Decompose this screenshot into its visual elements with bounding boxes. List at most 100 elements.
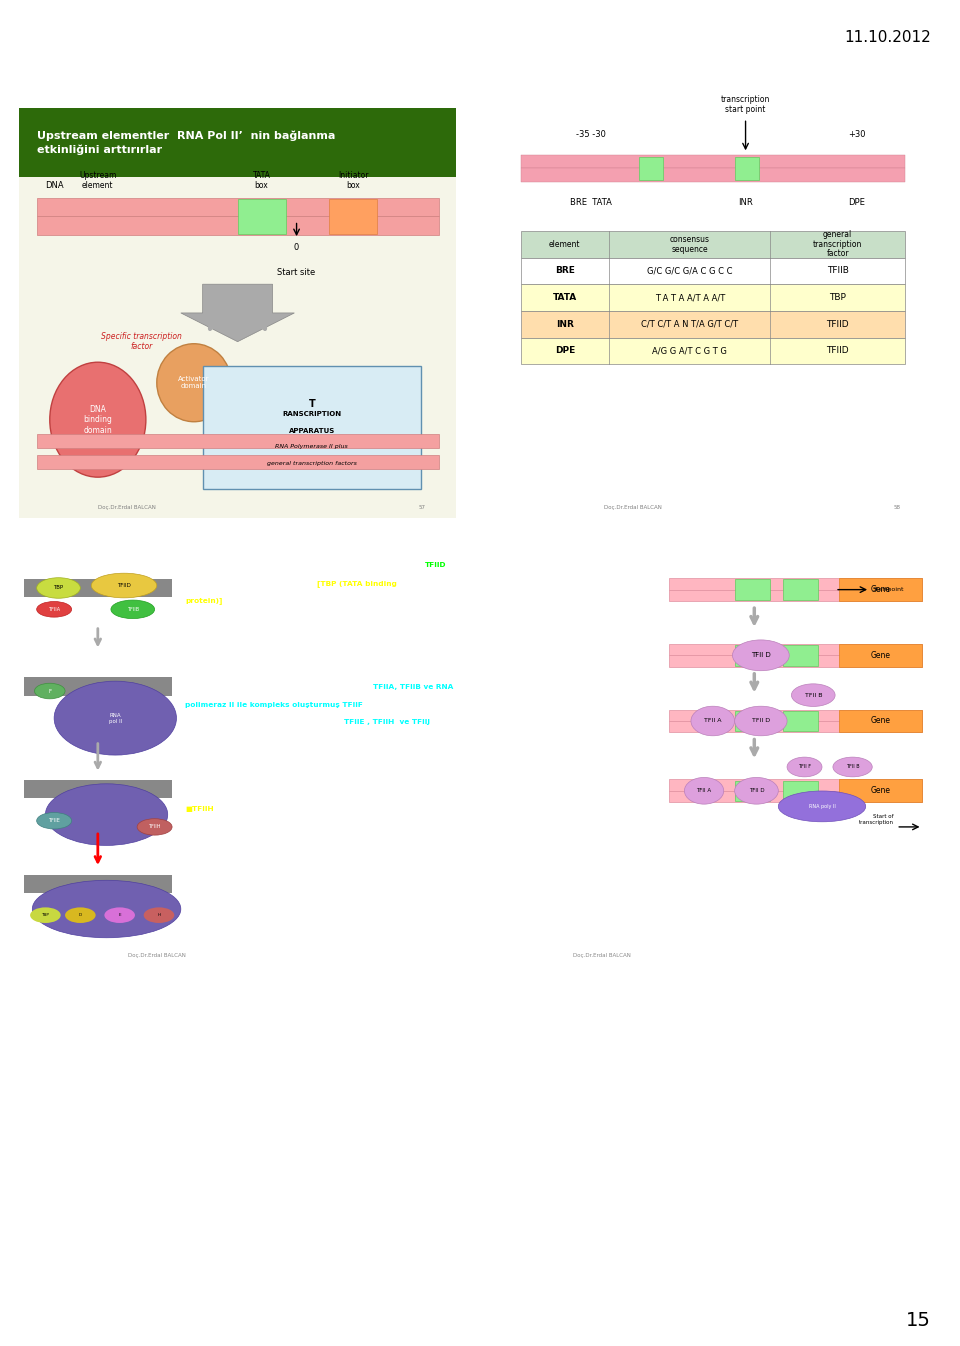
Bar: [19, 178, 456, 518]
Text: TBP: TBP: [54, 586, 63, 591]
Bar: [669, 721, 923, 732]
Ellipse shape: [791, 684, 835, 707]
Ellipse shape: [33, 880, 180, 938]
Ellipse shape: [156, 343, 231, 421]
Bar: [839, 643, 923, 666]
Text: yapısındaki TBP: yapısındaki TBP: [503, 587, 574, 595]
Text: F: F: [48, 689, 51, 693]
Text: Start of
transcription: Start of transcription: [859, 814, 894, 825]
Bar: [24, 883, 172, 892]
Text: transkripsiyon faktörlerinin  ve polimerazın bu bölgeye: transkripsiyon faktörlerinin ve polimera…: [185, 649, 388, 656]
Text: TATA
box: TATA box: [745, 549, 759, 560]
Bar: [520, 232, 905, 257]
Text: gelmesine neden olur.: gelmesine neden olur.: [185, 666, 267, 673]
Bar: [24, 579, 172, 588]
Text: T A T A A/T A A/T: T A T A A/T A A/T: [655, 293, 725, 302]
Text: Doç.Dr.Erdal BALCAN: Doç.Dr.Erdal BALCAN: [573, 953, 631, 958]
Bar: [19, 108, 456, 178]
Text: ■ Bu kompleks en az 40 polipeptid içerir ve: ■ Bu kompleks en az 40 polipeptid içerir…: [185, 754, 348, 760]
Bar: [734, 781, 770, 801]
Text: E: E: [118, 913, 121, 917]
Text: INR: INR: [556, 320, 574, 328]
Text: bağlanır.: bağlanır.: [185, 736, 217, 743]
Text: transkripsiyon: transkripsiyon: [503, 830, 567, 839]
Text: Initiator
box: Initiator box: [788, 549, 812, 560]
Text: Bu noktada,: Bu noktada,: [503, 786, 558, 795]
Bar: [839, 779, 923, 802]
Text: TFIIA, TFIIB ve RNA: TFIIA, TFIIB ve RNA: [373, 684, 453, 690]
Text: protein)]: protein)]: [185, 598, 223, 604]
Text: bağlanır.: bağlanır.: [503, 763, 542, 773]
Text: TFII B: TFII B: [804, 693, 822, 697]
Text: BRE  TATA: BRE TATA: [569, 198, 612, 207]
Ellipse shape: [137, 818, 172, 835]
Text: bölgeden: bölgeden: [503, 896, 545, 906]
Bar: [36, 455, 439, 468]
Text: INR: INR: [738, 198, 753, 207]
Text: promotor: promotor: [503, 875, 545, 883]
Text: Activator
domain: Activator domain: [179, 377, 209, 389]
Bar: [669, 709, 923, 721]
Text: yerden kalkarlar çünkü fosforilasyonla pol biçim değişikliği: yerden kalkarlar çünkü fosforilasyonla p…: [185, 876, 401, 883]
Text: 15: 15: [906, 1311, 931, 1330]
Text: TFII A: TFII A: [697, 789, 711, 793]
Bar: [329, 199, 377, 234]
Text: Doç.Dr.Erdal BALCAN: Doç.Dr.Erdal BALCAN: [98, 505, 156, 510]
Ellipse shape: [111, 600, 155, 619]
Text: transkripsiyonun başlama noktasından ayırır.: transkripsiyonun başlama noktasından ayı…: [185, 824, 351, 830]
Text: 0: 0: [294, 244, 300, 252]
Text: 11.10.2012: 11.10.2012: [845, 30, 931, 44]
Text: -35 -30: -35 -30: [576, 129, 606, 139]
Ellipse shape: [65, 907, 96, 923]
Text: [TBP (TATA binding: [TBP (TATA binding: [317, 580, 397, 587]
Bar: [36, 433, 439, 448]
Text: 58: 58: [894, 505, 900, 510]
Ellipse shape: [833, 756, 873, 777]
Text: Doç.Dr.Erdal BALCAN: Doç.Dr.Erdal BALCAN: [129, 953, 186, 958]
Bar: [734, 711, 770, 731]
Text: Upstream
element: Upstream element: [79, 171, 116, 190]
Text: general
transcription
factor: general transcription factor: [813, 230, 862, 258]
Text: DPE: DPE: [849, 198, 865, 207]
Text: 1.  TFIID’ nin: 1. TFIID’ nin: [503, 564, 560, 573]
Ellipse shape: [36, 602, 72, 616]
Text: A/G G A/T C G T G: A/G G A/T C G T G: [652, 346, 727, 355]
Text: ■ Transkripsiyonun başlamasındaki ilk olay TFIID protein: ■ Transkripsiyonun başlamasındaki ilk ol…: [185, 563, 396, 568]
Text: Gene: Gene: [871, 651, 891, 660]
Ellipse shape: [691, 707, 734, 736]
Bar: [36, 198, 439, 217]
Bar: [520, 168, 905, 182]
Text: DNA: DNA: [45, 180, 64, 190]
Ellipse shape: [35, 684, 65, 699]
Text: DPE: DPE: [555, 346, 575, 355]
Bar: [24, 588, 172, 598]
Bar: [669, 579, 923, 590]
Text: C/T C/T A N T/A G/T C/T: C/T C/T A N T/A G/T C/T: [641, 320, 738, 328]
Text: polimeraz II ile kompleks oluşturmuş TFIIF şeklinde: polimeraz II ile kompleks oluşturmuş TFI…: [185, 701, 372, 708]
Text: RNA Polymerase II plus: RNA Polymerase II plus: [276, 444, 348, 450]
Text: TFII B: TFII B: [846, 765, 859, 770]
Text: RNA
pol II: RNA pol II: [108, 713, 122, 724]
Text: TFIID: TFIID: [424, 563, 446, 568]
Text: DNA
binding
domain: DNA binding domain: [84, 405, 112, 435]
Text: TFIIE , TFIIH  ve TFIIJ: TFIIE , TFIIH ve TFIIJ: [345, 719, 430, 725]
Text: fosforilasyonla bazı TF’leri polimeraz üzerinde oturdukları: fosforilasyonla bazı TF’leri polimeraz ü…: [185, 859, 398, 864]
Text: Upstream elementler  RNA Pol II’  nin bağlanma
etkinliğini arttırırlar: Upstream elementler RNA Pol II’ nin bağl…: [36, 131, 335, 155]
Text: TRANSkrİPSİYON BAŞLAMA  KOMPLEKSİ olarak: TRANSkrİPSİYON BAŞLAMA KOMPLEKSİ olarak: [185, 771, 355, 779]
Text: RNA pol senteze başlar.: RNA pol senteze başlar.: [185, 911, 273, 917]
Text: Specific transcription
factor: Specific transcription factor: [101, 332, 182, 351]
Text: ayrılamaz.: ayrılamaz.: [503, 919, 550, 927]
Bar: [839, 709, 923, 732]
Text: TFIIF: TFIIF: [43, 666, 56, 670]
Ellipse shape: [105, 907, 135, 923]
Text: general transcription factors: general transcription factors: [267, 460, 357, 466]
Text: TATA
box: TATA box: [252, 171, 271, 190]
Text: TFII D: TFII D: [751, 653, 771, 658]
Text: TFII D: TFII D: [752, 719, 770, 724]
Text: Doç.Dr.Erdal BALCAN: Doç.Dr.Erdal BALCAN: [604, 505, 661, 510]
Bar: [520, 155, 905, 168]
Bar: [782, 579, 818, 600]
Ellipse shape: [734, 778, 779, 804]
Text: Gene: Gene: [871, 716, 891, 725]
Text: T: T: [308, 400, 315, 409]
